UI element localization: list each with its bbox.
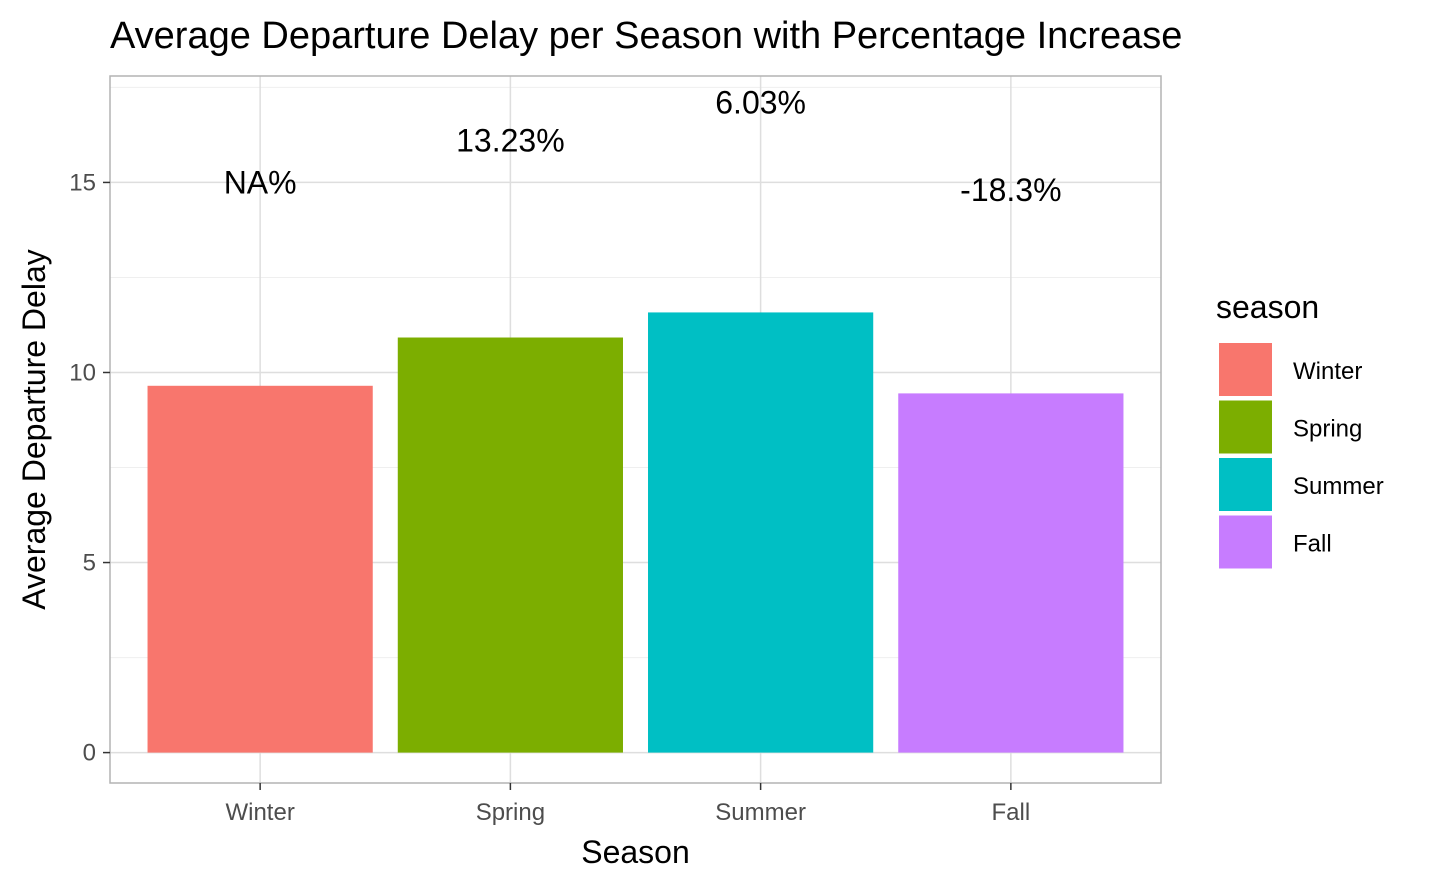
legend-label: Winter xyxy=(1293,358,1362,385)
bar-spring xyxy=(397,337,623,753)
legend-swatch-fall xyxy=(1219,515,1272,569)
legend-swatch-summer xyxy=(1219,458,1272,511)
y-tick-label: 10 xyxy=(69,359,96,386)
bar-label: 13.23% xyxy=(456,123,565,159)
legend-label: Fall xyxy=(1293,531,1332,558)
y-tick-label: 5 xyxy=(83,550,96,577)
chart-title: Average Departure Delay per Season with … xyxy=(110,15,1182,57)
bar-label: NA% xyxy=(224,164,297,200)
bar-label: -18.3% xyxy=(960,172,1061,208)
x-axis: Winter Spring Summer Fall xyxy=(225,783,1030,826)
x-tick-label: Fall xyxy=(992,799,1031,826)
legend-label: Summer xyxy=(1293,473,1384,500)
x-tick-label: Winter xyxy=(225,799,294,826)
legend-swatch-winter xyxy=(1219,343,1272,396)
bar-winter xyxy=(147,385,373,753)
y-axis-title: Average Departure Delay xyxy=(16,249,52,610)
legend-swatch-spring xyxy=(1219,400,1272,454)
y-axis: 0 5 10 15 xyxy=(69,169,110,767)
bar-label: 6.03% xyxy=(715,85,806,121)
bar-summer xyxy=(648,312,874,753)
y-tick-label: 15 xyxy=(69,169,96,196)
bars xyxy=(147,312,1124,753)
legend-title: season xyxy=(1216,289,1319,325)
x-axis-title: Season xyxy=(581,834,690,870)
x-tick-label: Spring xyxy=(476,799,545,826)
y-tick-label: 0 xyxy=(83,740,96,767)
legend: season Winter Spring Summer Fall xyxy=(1216,289,1384,569)
bar-labels: NA% 13.23% 6.03% -18.3% xyxy=(224,85,1062,208)
bar-fall xyxy=(898,393,1124,753)
x-tick-label: Summer xyxy=(715,799,806,826)
plot-panel-border xyxy=(109,75,1162,784)
legend-label: Spring xyxy=(1293,416,1362,443)
